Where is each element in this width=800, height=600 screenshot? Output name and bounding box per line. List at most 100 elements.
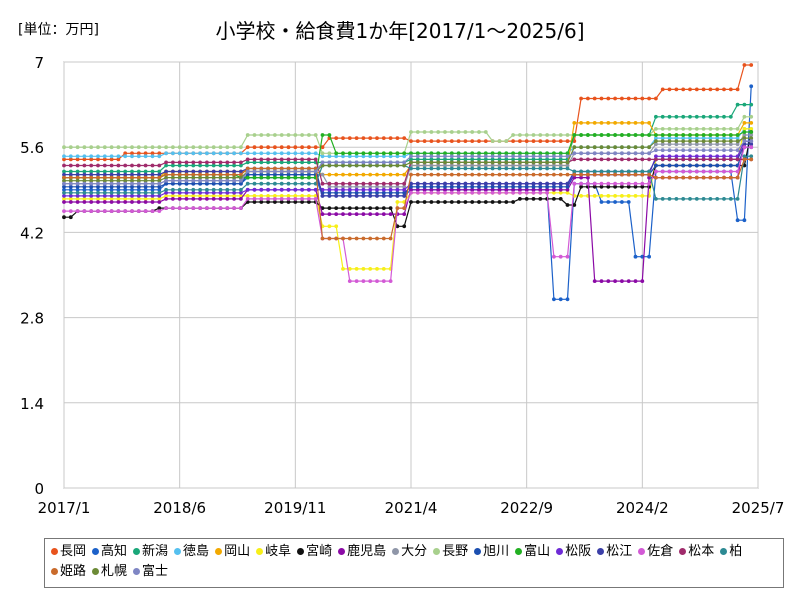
data-point — [449, 139, 454, 144]
data-point — [266, 172, 270, 177]
legend-marker — [515, 548, 523, 555]
data-point — [681, 197, 686, 201]
legend-item: 高知 — [92, 542, 127, 562]
data-point — [89, 145, 94, 150]
data-point — [191, 172, 196, 177]
data-point — [415, 181, 420, 186]
data-point — [293, 181, 298, 186]
data-point — [177, 178, 182, 183]
data-point — [728, 136, 733, 141]
data-point — [613, 181, 617, 186]
data-point — [647, 169, 651, 174]
data-point — [239, 151, 243, 156]
data-point — [538, 154, 543, 159]
data-point — [749, 102, 754, 107]
data-point — [415, 184, 420, 189]
data-point — [708, 163, 713, 168]
data-point — [463, 139, 468, 144]
data-point — [157, 209, 162, 214]
data-point — [361, 184, 366, 189]
data-point — [552, 151, 556, 156]
data-point — [96, 172, 100, 177]
data-point — [613, 157, 617, 162]
data-point — [102, 190, 107, 195]
data-point — [198, 178, 203, 183]
data-point — [368, 190, 373, 195]
data-point — [75, 187, 80, 192]
legend-item: 札幌 — [92, 562, 127, 582]
data-point — [368, 236, 373, 241]
x-tick-label: 2025/7 — [732, 499, 785, 517]
data-point — [211, 151, 216, 156]
data-point — [722, 154, 726, 159]
legend-marker — [256, 548, 264, 555]
data-point — [164, 190, 169, 195]
data-point — [742, 102, 747, 107]
data-point — [606, 169, 611, 174]
data-point — [436, 181, 441, 186]
data-point — [613, 184, 617, 189]
data-point — [218, 197, 223, 201]
data-point — [688, 197, 692, 201]
data-point — [334, 212, 339, 217]
data-point — [266, 145, 270, 150]
data-point — [620, 172, 624, 177]
data-point — [109, 194, 114, 198]
data-point — [307, 175, 311, 180]
data-point — [130, 151, 134, 156]
data-point — [143, 190, 148, 195]
data-point — [273, 145, 277, 150]
data-point — [266, 157, 270, 162]
data-point — [279, 175, 284, 180]
data-point — [511, 181, 515, 186]
data-point — [633, 169, 638, 174]
data-point — [259, 133, 264, 137]
data-point — [429, 181, 434, 186]
data-point — [592, 279, 597, 283]
data-point — [232, 181, 237, 186]
data-point — [565, 190, 570, 195]
data-point — [654, 139, 658, 144]
data-point — [307, 200, 311, 204]
data-point — [320, 145, 325, 150]
data-point — [640, 133, 645, 137]
data-point — [116, 178, 121, 183]
data-point — [327, 154, 332, 159]
data-point — [470, 184, 475, 189]
data-point — [232, 145, 237, 150]
data-point — [184, 190, 189, 195]
data-point — [415, 160, 420, 165]
data-point — [82, 172, 87, 177]
data-point — [456, 139, 461, 144]
data-point — [504, 181, 509, 186]
data-point — [198, 197, 203, 201]
data-point — [171, 178, 175, 183]
data-point — [681, 126, 686, 131]
legend-label: 旭川 — [483, 544, 510, 559]
data-point — [130, 200, 134, 204]
data-point — [143, 172, 148, 177]
data-point — [545, 154, 549, 159]
data-point — [586, 145, 590, 150]
data-point — [232, 175, 237, 180]
data-point — [579, 145, 583, 150]
data-point — [429, 187, 434, 192]
data-point — [395, 187, 400, 192]
data-point — [728, 139, 733, 144]
data-point — [313, 197, 318, 201]
legend-marker — [638, 548, 646, 555]
data-point — [143, 175, 148, 180]
data-point — [728, 87, 733, 92]
data-point — [157, 184, 162, 189]
data-point — [143, 181, 148, 186]
data-point — [402, 187, 407, 192]
data-point — [660, 139, 665, 144]
data-point — [592, 184, 597, 189]
data-point — [89, 175, 94, 180]
data-point — [68, 145, 73, 150]
data-point — [157, 172, 162, 177]
data-point — [531, 157, 536, 162]
data-point — [490, 181, 495, 186]
data-point — [640, 169, 645, 174]
data-point — [123, 181, 128, 186]
